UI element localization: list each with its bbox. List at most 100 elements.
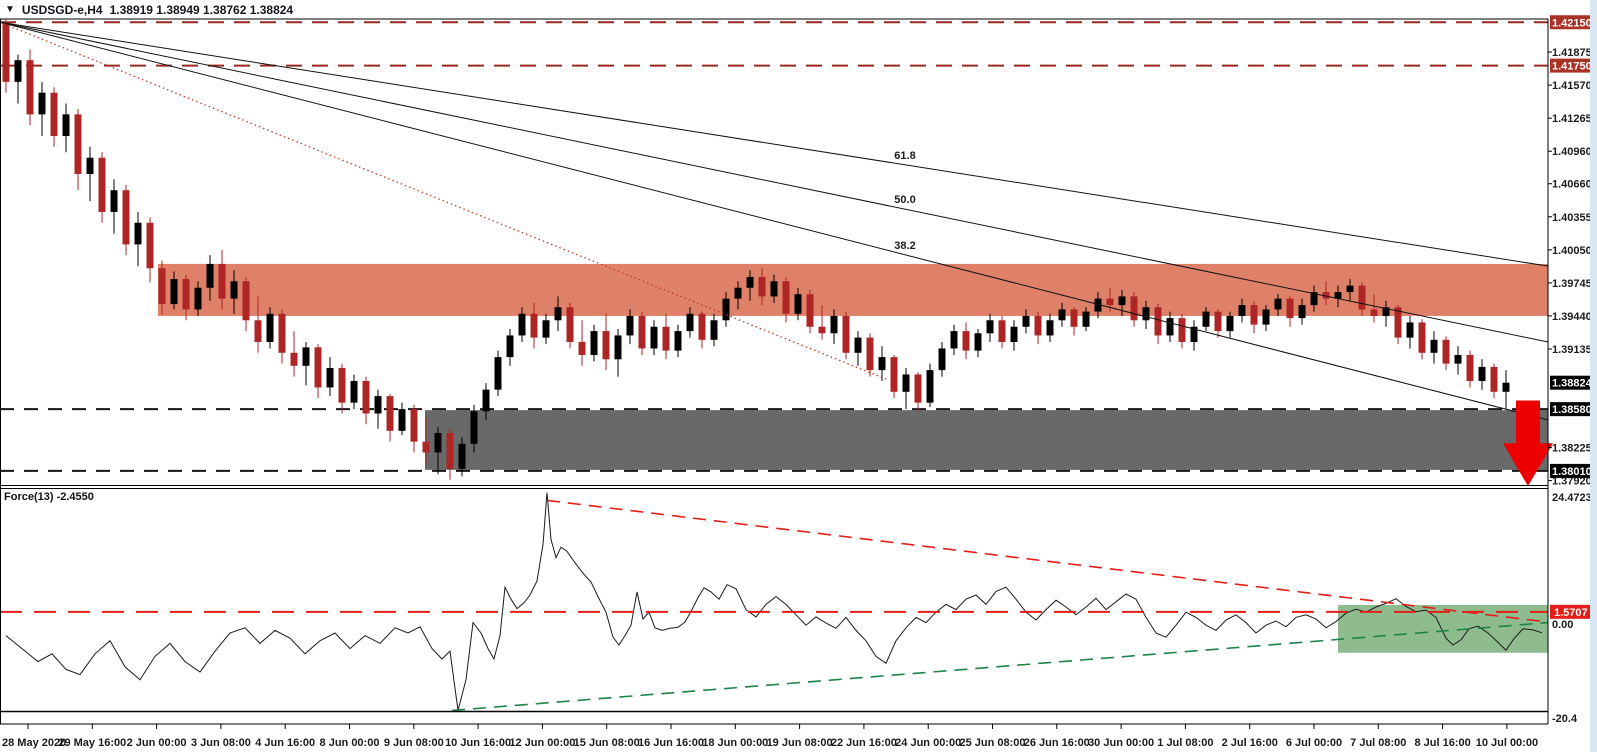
fib-fan-line[interactable] — [0, 21, 1549, 421]
y-axis-label: 1.40960 — [1552, 146, 1592, 158]
candle — [1178, 318, 1186, 342]
x-axis-label: 12 Jun 00:00 — [509, 737, 575, 749]
candle — [278, 313, 286, 353]
candle — [878, 357, 886, 371]
candle — [230, 281, 238, 299]
candle — [134, 222, 142, 245]
candle — [1190, 326, 1198, 342]
candle — [626, 315, 634, 336]
candle — [398, 409, 406, 431]
candle — [206, 263, 214, 288]
candle — [146, 222, 154, 269]
candle — [1490, 366, 1498, 392]
y-axis-label: 1.40050 — [1552, 245, 1592, 257]
candle — [266, 313, 274, 342]
candle — [1466, 354, 1474, 381]
fib-fan-label: 61.8 — [894, 150, 915, 162]
candle — [1034, 315, 1042, 336]
candle — [1418, 322, 1426, 353]
candle — [1358, 285, 1366, 310]
x-axis-label: 15 Jun 08:00 — [574, 737, 640, 749]
candle — [842, 315, 850, 353]
x-axis-label: 25 Jun 08:00 — [959, 737, 1025, 749]
candle — [1046, 320, 1054, 336]
x-axis-label: 26 Jun 16:00 — [1024, 737, 1090, 749]
candle — [782, 281, 790, 314]
candle — [1010, 326, 1018, 342]
price-label-box — [1550, 375, 1597, 390]
candle — [794, 294, 802, 314]
x-axis-label: 8 Jun 00:00 — [320, 737, 380, 749]
candle — [170, 279, 178, 305]
force-index-line — [5, 492, 1543, 711]
x-axis-label: 6 Jul 00:00 — [1286, 737, 1342, 749]
candle — [590, 331, 598, 355]
candle — [974, 333, 982, 351]
candle — [434, 432, 442, 453]
symbol-timeframe: USDSGD-e,H4 — [21, 3, 103, 17]
candle — [62, 114, 70, 137]
candle — [950, 331, 958, 349]
window-edge — [1590, 0, 1597, 752]
force-lower-trendline[interactable] — [451, 621, 1549, 712]
candle — [578, 341, 586, 355]
candle — [914, 374, 922, 403]
force-min-label: -20.4 — [1552, 713, 1578, 725]
price-label-box — [1550, 58, 1597, 73]
force-zone[interactable] — [1338, 604, 1548, 653]
candle — [1370, 309, 1378, 316]
candle — [1322, 292, 1330, 299]
price-label-box — [1550, 15, 1597, 30]
price-label-text: 1.42150 — [1552, 17, 1592, 29]
candle — [638, 315, 646, 349]
candle — [2, 22, 10, 82]
candle — [422, 441, 430, 453]
candle — [1502, 382, 1510, 392]
candle — [362, 380, 370, 414]
candle — [1022, 315, 1030, 327]
candle — [446, 432, 454, 469]
fib-fan-line[interactable] — [0, 21, 1549, 267]
candle — [1226, 315, 1234, 332]
candle — [494, 357, 502, 390]
candle — [1166, 318, 1174, 336]
force-max-label: 24.4723 — [1552, 492, 1592, 504]
candle — [1298, 305, 1306, 319]
down-arrow[interactable] — [1503, 400, 1553, 487]
candle — [650, 326, 658, 349]
candle — [1154, 307, 1162, 336]
candle — [314, 347, 322, 388]
y-axis-label: 1.40355 — [1552, 212, 1592, 224]
fib-fan-label: 38.2 — [894, 240, 915, 252]
x-axis-label: 10 Jun 16:00 — [445, 737, 511, 749]
candle — [26, 60, 34, 115]
candle — [1106, 298, 1114, 306]
dotted-trendline[interactable] — [0, 21, 889, 381]
candle — [38, 92, 46, 115]
candle — [158, 268, 166, 305]
force-level-text: 1.5707 — [1554, 607, 1588, 619]
force-level-box — [1550, 604, 1597, 619]
candle — [938, 348, 946, 371]
x-axis-label: 30 Jun 00:00 — [1088, 737, 1154, 749]
candle — [182, 279, 190, 310]
symbol-dropdown-icon[interactable]: ▼ — [5, 4, 15, 15]
fib-fan-line[interactable] — [0, 21, 1549, 343]
price-label-text: 1.41750 — [1552, 61, 1592, 73]
candle — [470, 411, 478, 444]
candle — [686, 313, 694, 332]
candle — [710, 320, 718, 340]
x-axis-label: 2 Jun 00:00 — [127, 737, 187, 749]
candle — [962, 331, 970, 351]
x-axis-label: 18 Jun 00:00 — [702, 737, 768, 749]
x-axis-label: 10 Jul 00:00 — [1476, 737, 1538, 749]
candle — [1082, 311, 1090, 327]
candle — [254, 320, 262, 342]
resistance-zone[interactable] — [158, 263, 1548, 316]
force-upper-trendline[interactable] — [546, 499, 1549, 623]
candle — [1406, 322, 1414, 338]
support-zone[interactable] — [425, 409, 1548, 471]
candle — [110, 190, 118, 212]
y-axis-label: 1.39440 — [1552, 311, 1592, 323]
